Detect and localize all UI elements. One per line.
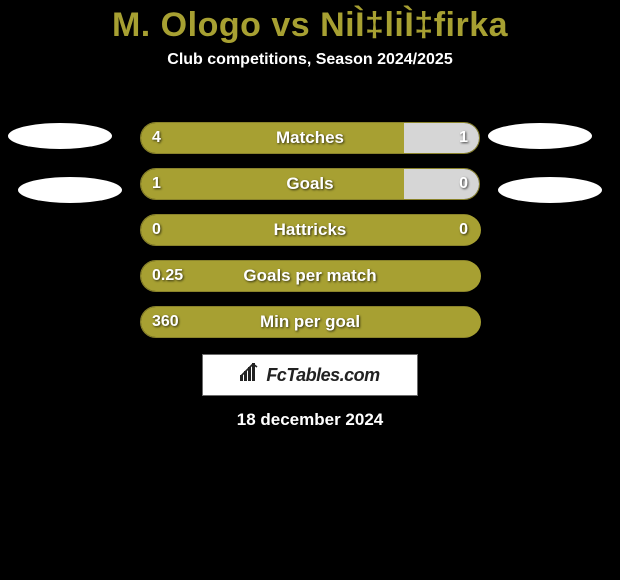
page-title: M. Ologo vs NiÌ‡liÌ‡firka: [0, 0, 620, 45]
stat-row: Min per goal360: [0, 306, 620, 338]
stats-rows: Matches41Goals10Hattricks00Goals per mat…: [0, 122, 620, 352]
stat-label: Goals: [140, 168, 480, 200]
page-subtitle: Club competitions, Season 2024/2025: [0, 51, 620, 69]
stat-row: Hattricks0 0: [0, 214, 620, 246]
stat-value-right: 0: [459, 214, 468, 246]
stat-row: Goals1 0: [0, 168, 620, 200]
stat-label: Goals per match: [140, 260, 480, 292]
stat-label: Matches: [140, 122, 480, 154]
brand-text: FcTables.com: [266, 365, 379, 386]
comparison-card: M. Ologo vs NiÌ‡liÌ‡firka Club competiti…: [0, 0, 620, 580]
stat-row: Goals per match0.25: [0, 260, 620, 292]
stat-value-left: 360: [152, 306, 179, 338]
stat-value-left: 4: [152, 122, 161, 154]
brand-box[interactable]: FcTables.com: [202, 354, 418, 396]
stat-value-left: 0: [152, 214, 161, 246]
stat-row: Matches4 1: [0, 122, 620, 154]
date-line: 18 december 2024: [0, 410, 620, 430]
stat-value-left: 0.25: [152, 260, 183, 292]
stat-value-left: 1: [152, 168, 161, 200]
stat-label: Min per goal: [140, 306, 480, 338]
chart-icon: [240, 363, 262, 388]
stat-label: Hattricks: [140, 214, 480, 246]
stat-value-right: 0: [459, 168, 468, 200]
stat-value-right: 1: [459, 122, 468, 154]
